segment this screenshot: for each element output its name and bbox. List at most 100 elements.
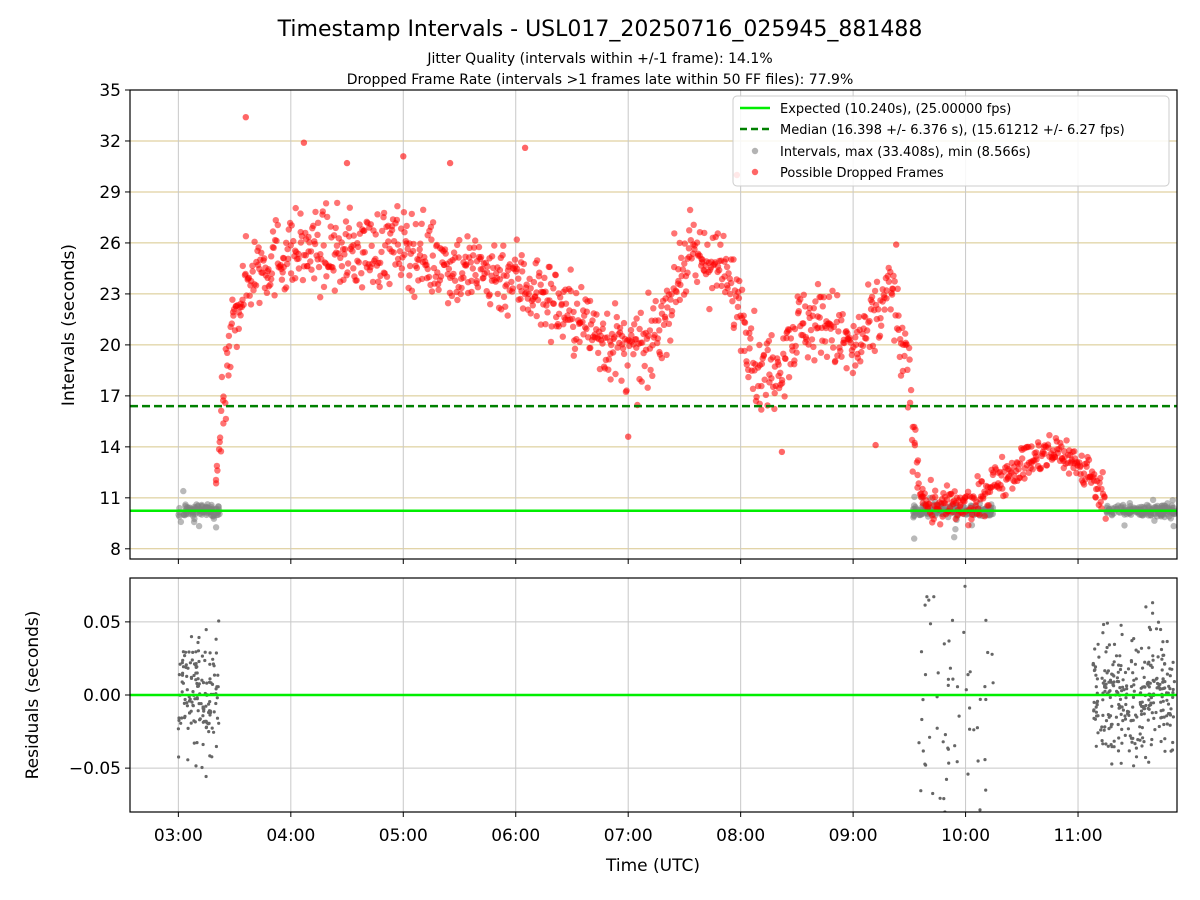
residual-point [1112,674,1116,678]
residual-point [191,650,195,655]
residual-point [1138,700,1142,705]
dropped-frame-point [868,293,876,300]
legend-dropped-swatch [751,168,759,176]
dropped-frame-point [1096,479,1103,487]
dropped-frame-point [367,221,374,228]
residual-point [923,673,928,677]
dropped-frame-point [472,237,479,244]
dropped-frame-point [338,263,346,270]
dropped-frame-point [1065,470,1073,477]
dropped-frame-point [1046,432,1053,439]
dropped-frame-point [747,325,755,332]
residual-point [177,718,181,723]
dropped-frame-point [375,278,382,285]
residual-point [1147,646,1151,650]
dropped-frame-point [667,337,674,344]
dropped-frame-point [418,275,426,283]
intervals-y-tick-label: 11 [99,489,121,509]
residual-point [923,762,927,766]
dropped-frame-point [468,277,475,284]
dropped-frame-point [858,348,865,356]
dropped-frame-point [901,352,908,360]
residual-point [1125,687,1129,691]
interval-point [951,534,958,541]
dropped-frame-point [768,375,775,382]
residual-point [941,740,945,744]
dropped-frame-point [627,326,635,334]
dropped-frame-point [222,399,229,407]
residual-point [968,706,972,710]
residual-point [180,661,184,665]
residual-point [1161,708,1165,712]
dropped-frame-point [534,296,542,304]
intervals-y-axis-label: Intervals (seconds) [59,244,79,406]
dropped-frame-point [599,325,606,332]
dropped-frame-point [496,266,504,274]
dropped-frame-point [803,336,810,343]
residual-point [1155,686,1159,690]
residual-point [197,682,201,686]
residual-point [187,699,192,703]
intervals-y-tick-label: 17 [99,387,121,407]
residual-point [946,677,951,681]
residual-point [1131,736,1135,741]
dropped-frame-point [1041,450,1048,457]
residual-point [983,685,987,689]
residual-point [1104,742,1108,746]
dropped-frame-point [914,457,922,464]
residual-point [983,758,987,762]
residual-point [1142,675,1146,680]
residual-point [1151,611,1155,615]
dropped-frame-point [361,227,368,234]
dropped-frame-point [401,251,408,258]
residual-point [200,678,204,682]
residual-point [1163,680,1167,684]
dropped-frame-point [1085,456,1093,464]
dropped-frame-point [307,258,314,265]
dropped-frame-point [978,478,985,485]
residual-point [1156,620,1161,624]
dropped-frame-point [217,448,225,455]
chart-title: Timestamp Intervals - USL017_20250716_02… [277,17,923,42]
legend-intervals-swatch [751,147,759,155]
dropped-frame-point [915,480,922,487]
residual-point [1121,719,1125,723]
residual-point [1150,711,1154,715]
dropped-frame-point [299,276,307,284]
dropped-frame-point [890,272,897,279]
dropped-frame-point [746,345,753,352]
residual-point [181,665,186,669]
residual-point [182,701,186,706]
dropped-frame-point [550,300,557,307]
dropped-frame-point [976,511,983,518]
chart-subtitle-jitter: Jitter Quality (intervals within +/-1 fr… [426,51,772,67]
residual-point [1125,709,1130,714]
dropped-frame-point [386,280,393,288]
residual-point [200,654,204,658]
residual-point [177,755,181,759]
time-tick-label: 05:00 [379,826,428,846]
residual-point [1131,695,1136,700]
dropped-frame-point [1097,498,1104,506]
dropped-frame-point [817,349,825,356]
residual-point [1132,764,1136,768]
dropped-frame-point [468,288,475,296]
residual-point [938,796,942,800]
residual-point [185,704,189,708]
dropped-frame-point [660,321,668,328]
interval-point [1149,496,1157,504]
residual-point [1119,712,1123,717]
dropped-frame-point [713,282,720,289]
dropped-frame-point [658,354,665,362]
dropped-frame-point [249,262,256,269]
residual-point [1121,678,1125,682]
dropped-frame-point [435,286,442,293]
residual-point [1116,749,1121,753]
residual-point [947,761,951,765]
residual-point [1118,697,1123,702]
residual-point [1120,632,1124,637]
dropped-frame-point [446,159,454,167]
dropped-frame-point [872,441,879,449]
dropped-frame-point [810,343,817,351]
residual-point [957,714,961,718]
